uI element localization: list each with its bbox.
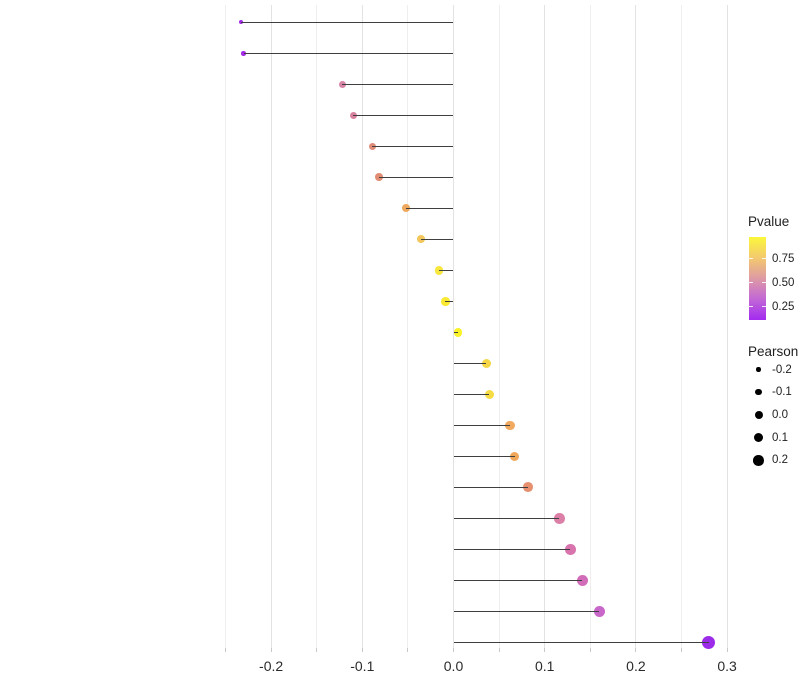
x-axis-tick: [544, 648, 546, 652]
pearson-legend-label: 0.1: [772, 431, 788, 444]
gridline-minor: [316, 5, 318, 648]
gridline-major: [635, 5, 637, 648]
x-axis-tick: [407, 648, 409, 652]
pvalue-tick-label: 0.25: [772, 300, 795, 313]
x-axis-tick: [635, 648, 637, 652]
lollipop-stem: [453, 610, 600, 613]
x-tick-label: -0.2: [259, 658, 284, 674]
pearson-legend-dot: [754, 410, 763, 419]
gridline-minor: [681, 5, 682, 648]
x-axis-tick: [726, 648, 728, 652]
pvalue-legend-title: Pvalue: [748, 214, 790, 229]
lollipop-dot: [553, 513, 565, 524]
lollipop-dot: [338, 80, 346, 88]
pearson-legend-title: Pearson: [748, 344, 799, 359]
lollipop-stem: [453, 486, 529, 489]
pvalue-tick-label: 0.75: [772, 252, 795, 265]
pearson-legend-dot: [753, 455, 764, 466]
lollipop-stem: [406, 207, 454, 210]
pvalue-legend-tick: [762, 281, 766, 284]
gridline-minor: [498, 5, 500, 648]
lollipop-stem: [241, 21, 454, 24]
x-axis-tick: [589, 648, 591, 652]
gridline-minor: [589, 5, 591, 648]
gridline-minor: [225, 5, 226, 648]
lollipop-stem: [453, 424, 511, 427]
pearson-legend-label: -0.1: [772, 386, 792, 399]
gridline-major: [726, 5, 728, 648]
lollipop-dot: [453, 327, 463, 337]
x-axis-tick: [225, 648, 226, 652]
lollipop-stem: [445, 300, 454, 303]
x-tick-label: 0.3: [717, 658, 737, 674]
lollipop-dot: [238, 20, 244, 25]
lollipop-stem: [420, 238, 454, 241]
pearson-legend-label: 0.2: [772, 454, 788, 467]
lollipop-dot: [576, 574, 588, 586]
lollipop-stem: [453, 548, 571, 551]
lollipop-stem: [453, 362, 487, 365]
pvalue-legend-tick: [762, 257, 766, 260]
gridline-minor: [407, 5, 409, 648]
pearson-legend-dot: [755, 389, 762, 396]
pearson-legend-label: 0.0: [772, 408, 788, 421]
pvalue-gradient-bar: [749, 237, 766, 320]
lollipop-stem: [342, 83, 454, 86]
x-tick-label: 0.1: [534, 658, 555, 674]
pvalue-legend-tick: [762, 305, 766, 308]
gridline-major: [453, 5, 454, 648]
x-axis-tick: [270, 648, 272, 652]
x-axis-tick: [681, 648, 682, 652]
lollipop-dot: [509, 451, 520, 462]
pearson-legend-dot: [756, 367, 761, 372]
lollipop-stem: [372, 145, 454, 148]
lollipop-dot: [481, 358, 491, 368]
lollipop-dot: [505, 420, 515, 430]
lollipop-dot: [593, 605, 606, 617]
lollipop-stem: [453, 641, 709, 644]
gridline-major: [544, 5, 546, 648]
pvalue-tick-label: 0.50: [772, 276, 795, 289]
lollipop-stem: [453, 393, 490, 396]
pearson-legend-dot: [753, 432, 764, 443]
lollipop-dot: [484, 389, 494, 399]
gridline-major: [361, 5, 363, 648]
lollipop-stem: [378, 176, 454, 179]
x-tick-label: 0.2: [626, 658, 646, 674]
x-axis-tick: [453, 648, 454, 652]
x-axis-tick: [316, 648, 318, 652]
pvalue-legend-tick: [749, 305, 753, 308]
lollipop-stem: [453, 517, 560, 520]
lollipop-dot: [349, 111, 357, 119]
lollipop-stem: [453, 331, 459, 334]
x-tick-label: -0.1: [350, 658, 375, 674]
gridline-major: [270, 5, 272, 648]
pvalue-legend-tick: [749, 257, 753, 260]
x-axis-tick: [361, 648, 363, 652]
lollipop-stem: [438, 269, 454, 272]
pearson-legend-label: -0.2: [772, 363, 792, 376]
x-axis-tick: [498, 648, 500, 652]
lollipop-stem: [453, 455, 515, 458]
lollipop-stem: [243, 52, 454, 55]
pvalue-legend-tick: [749, 281, 753, 284]
lollipop-stem: [453, 579, 583, 582]
x-tick-label: 0.0: [443, 658, 464, 674]
lollipop-stem: [353, 114, 454, 117]
